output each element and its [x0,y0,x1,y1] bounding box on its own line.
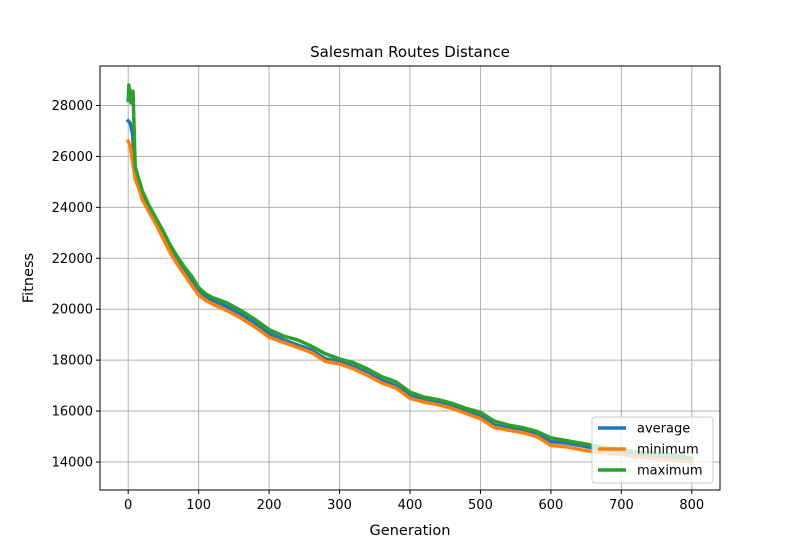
y-tick-label: 20000 [52,303,93,318]
x-axis-label: Generation [370,523,451,539]
y-tick-label: 18000 [52,354,93,369]
y-axis-label: Fitness [21,253,37,303]
x-tick-label: 300 [327,498,352,513]
y-tick-label: 14000 [52,455,93,470]
x-tick-label: 400 [398,498,423,513]
y-tick-label: 24000 [52,201,93,216]
x-tick-label: 0 [124,498,132,513]
x-tick-label: 100 [186,498,211,513]
chart-title: Salesman Routes Distance [310,43,510,61]
x-tick-label: 600 [538,498,563,513]
series-line-maximum [126,83,694,461]
y-tick-label: 22000 [52,252,93,267]
legend-label-minimum: minimum [637,443,699,458]
legend-box [591,416,714,484]
legend-label-average: average [637,422,690,437]
x-tick-label: 800 [679,498,704,513]
series-line-minimum [125,138,694,464]
y-axis: 14000 16000 18000 20000 22000 24000 26000 28000 [52,99,100,470]
x-tick-label: 700 [609,498,634,513]
series-layer [125,83,694,464]
x-axis: 0 100 200 300 400 500 600 700 800 [124,490,704,513]
x-tick-label: 500 [468,498,493,513]
legend-label-maximum: maximum [637,464,703,479]
x-tick-label: 200 [257,498,282,513]
y-tick-label: 26000 [52,150,93,165]
y-tick-label: 28000 [52,99,93,114]
y-tick-label: 16000 [52,405,93,420]
legend: average minimum maximum [591,416,714,484]
